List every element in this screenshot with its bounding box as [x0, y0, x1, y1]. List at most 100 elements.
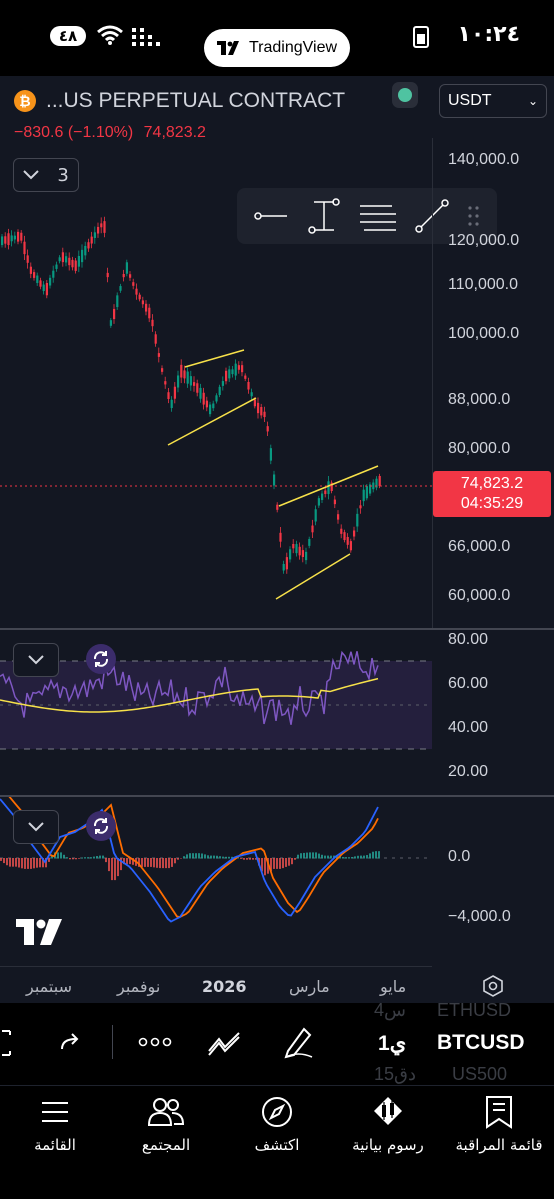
macd-histogram-bar — [27, 858, 29, 869]
fullscreen-icon[interactable] — [0, 1029, 14, 1057]
macd-histogram-bar — [309, 852, 311, 859]
price-tick: 80,000.0 — [448, 440, 511, 457]
watchlist-prev-interval[interactable]: 4س — [374, 1000, 406, 1020]
nav-item-menu[interactable]: القائمة — [0, 1094, 110, 1154]
drag-handle-icon[interactable] — [467, 205, 481, 227]
candle — [113, 308, 116, 320]
macd-histogram-bar — [243, 858, 245, 860]
more-icon[interactable] — [138, 1036, 172, 1048]
pane-separator[interactable] — [0, 628, 554, 630]
refresh-icon[interactable] — [86, 644, 116, 674]
nav-item-watchlist[interactable]: قائمة المراقبة — [444, 1094, 554, 1154]
macd-histogram-bar — [147, 858, 149, 867]
macd-histogram-bar — [75, 858, 77, 860]
signal-icon — [132, 28, 160, 46]
redo-icon[interactable] — [58, 1031, 84, 1053]
candle — [42, 284, 45, 292]
macd-histogram-bar — [270, 858, 272, 872]
current-interval[interactable]: 1ي — [378, 1032, 407, 1055]
candle — [324, 490, 327, 494]
candle — [4, 236, 7, 244]
candle — [186, 371, 189, 384]
rsi-collapse-button[interactable] — [13, 643, 59, 677]
chart-area[interactable]: ₿ ...US PERPETUAL CONTRACT USDT ⌄ −830.6… — [0, 76, 554, 1003]
draw-pen-icon[interactable] — [282, 1025, 314, 1059]
parallel-channel-icon[interactable] — [358, 200, 398, 232]
macd-histogram-bar — [156, 858, 158, 868]
rsi-tick: 60.00 — [448, 675, 489, 692]
current-symbol[interactable]: BTCUSD — [437, 1031, 525, 1054]
bottom-nav: القائمة المجتمع اكتشف رسوم بيانية قائمة … — [0, 1085, 554, 1199]
nav-item-community[interactable]: المجتمع — [111, 1094, 221, 1154]
indicators-icon[interactable] — [207, 1029, 243, 1057]
last-price-badge: 74,823.2 04:35:29 — [433, 471, 551, 517]
chevron-down-icon — [28, 822, 44, 832]
macd-histogram-bar — [177, 858, 179, 860]
drawing-toolbar[interactable] — [237, 188, 497, 244]
indicators-collapse-button[interactable]: 3 — [13, 158, 79, 192]
hexagon-settings-icon[interactable] — [482, 975, 504, 997]
pane-separator[interactable] — [0, 795, 554, 797]
macd-histogram-bar — [360, 855, 362, 859]
rsi-pane[interactable] — [0, 630, 432, 794]
macd-histogram-bar — [72, 858, 74, 860]
refresh-icon[interactable] — [86, 811, 116, 841]
price-chart[interactable] — [0, 76, 432, 628]
price-tick: 140,000.0 — [448, 151, 520, 168]
pattern-line — [275, 553, 351, 600]
macd-histogram-bar — [15, 858, 17, 867]
symbol-header[interactable]: ₿ ...US PERPETUAL CONTRACT — [0, 84, 430, 118]
currency-select[interactable]: USDT ⌄ — [439, 84, 547, 118]
macd-histogram-bar — [273, 858, 275, 869]
vertical-measure-icon[interactable] — [306, 198, 342, 234]
rsi-tick: 80.00 — [448, 631, 489, 648]
candle — [301, 550, 304, 557]
price-tick: 66,000.0 — [448, 538, 511, 555]
candle — [93, 232, 96, 238]
watchlist-next-interval[interactable]: 15دق — [374, 1064, 417, 1084]
watchlist-next-symbol[interactable]: US500 — [452, 1064, 508, 1084]
nav-label: اكتشف — [254, 1136, 300, 1154]
market-status-icon[interactable] — [392, 82, 418, 108]
macd-histogram-bar — [276, 858, 278, 869]
time-tick: سبتمبر — [26, 977, 72, 996]
candle — [253, 399, 256, 407]
candle — [234, 363, 237, 376]
macd-histogram-bar — [279, 858, 281, 869]
nav-label: المجتمع — [141, 1136, 191, 1154]
change-value: −830.6 (−1.10%) — [14, 124, 134, 141]
watchlist-prev-symbol[interactable]: ETHUSD — [437, 1000, 512, 1020]
macd-histogram-bar — [129, 858, 131, 865]
macd-histogram-bar — [342, 857, 344, 859]
nav-item-explore[interactable]: اكتشف — [222, 1094, 332, 1154]
macd-histogram-bar — [369, 853, 371, 859]
candle — [161, 368, 164, 372]
last-price-value: 74,823.2 — [460, 475, 524, 492]
macd-pane[interactable] — [0, 797, 432, 966]
macd-histogram-bar — [201, 853, 203, 859]
candle — [7, 233, 10, 246]
candle — [369, 484, 372, 494]
price-axis[interactable] — [432, 138, 554, 628]
candle — [260, 407, 263, 416]
candle — [196, 383, 199, 393]
macd-histogram-bar — [267, 858, 269, 874]
macd-histogram-bar — [285, 858, 287, 867]
candle — [215, 395, 218, 402]
pattern-line — [167, 397, 257, 446]
candle — [81, 249, 84, 263]
symbol-title[interactable]: ...US PERPETUAL CONTRACT — [46, 89, 346, 112]
toolbar-divider — [112, 1025, 113, 1059]
horizontal-line-icon[interactable] — [253, 206, 289, 226]
macd-histogram-bar — [180, 858, 182, 859]
macd-histogram-bar — [237, 857, 239, 859]
time-axis[interactable]: سبتمبر نوفمبر 2026 مارس مايو — [0, 966, 432, 1003]
candle — [151, 319, 154, 327]
chevron-down-icon: ⌄ — [527, 94, 538, 108]
macd-collapse-button[interactable] — [13, 810, 59, 844]
nav-item-charts[interactable]: رسوم بيانية — [333, 1094, 443, 1154]
tradingview-watermark-icon — [16, 919, 62, 945]
macd-histogram-bar — [372, 851, 374, 859]
tradingview-pill[interactable]: TradingView — [204, 29, 350, 67]
macd-histogram-bar — [84, 857, 86, 859]
